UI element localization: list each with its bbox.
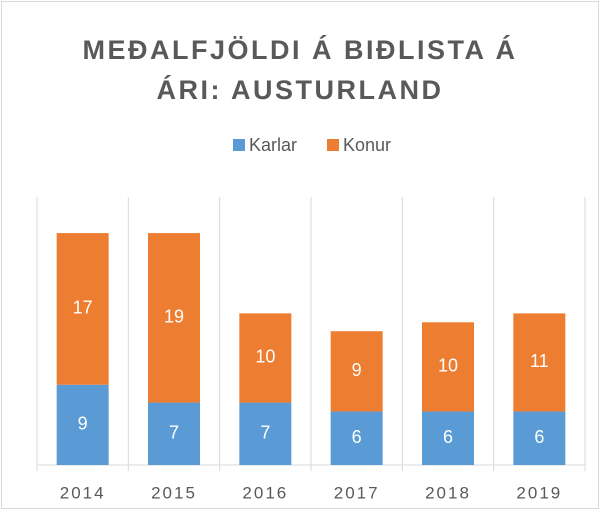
legend-swatch: [233, 139, 245, 151]
data-label: 6: [534, 427, 544, 447]
bar-segment: [330, 331, 383, 412]
bar-segment: [330, 411, 383, 465]
bar-segment: [148, 402, 200, 465]
data-label: 11: [530, 351, 549, 371]
x-tick-label: 2016: [242, 483, 288, 502]
bar-segment: [513, 313, 566, 412]
bar-segment: [148, 233, 200, 403]
legend-label: Konur: [343, 135, 391, 155]
data-label: 7: [169, 423, 179, 443]
chart-title: MEÐALFJÖLDI Á BIÐLISTA Á ÁRI: AUSTURLAND: [82, 35, 518, 105]
x-tick-label: 2018: [425, 483, 471, 502]
x-tick-label: 2014: [60, 483, 106, 502]
x-tick-label: 2019: [516, 483, 562, 502]
x-tick-label: 2015: [151, 483, 197, 502]
data-label: 7: [260, 423, 270, 443]
data-label: 10: [255, 347, 275, 367]
bar-segment: [56, 384, 109, 465]
data-label: 17: [73, 298, 93, 318]
data-label: 9: [78, 414, 88, 434]
bar-segment: [239, 402, 292, 465]
legend-swatch: [327, 139, 339, 151]
bar-segment: [239, 313, 292, 403]
chart-border: [1, 1, 599, 509]
data-label: 10: [438, 356, 458, 376]
legend-label: Karlar: [249, 135, 297, 155]
data-label: 9: [352, 360, 362, 380]
bar-segment: [56, 233, 109, 385]
data-label: 6: [352, 427, 362, 447]
data-label: 19: [164, 307, 184, 327]
bar-segment: [422, 322, 474, 412]
bar-segment: [513, 411, 566, 465]
x-tick-label: 2017: [334, 483, 380, 502]
data-label: 6: [443, 427, 453, 447]
bar-segment: [422, 411, 474, 465]
